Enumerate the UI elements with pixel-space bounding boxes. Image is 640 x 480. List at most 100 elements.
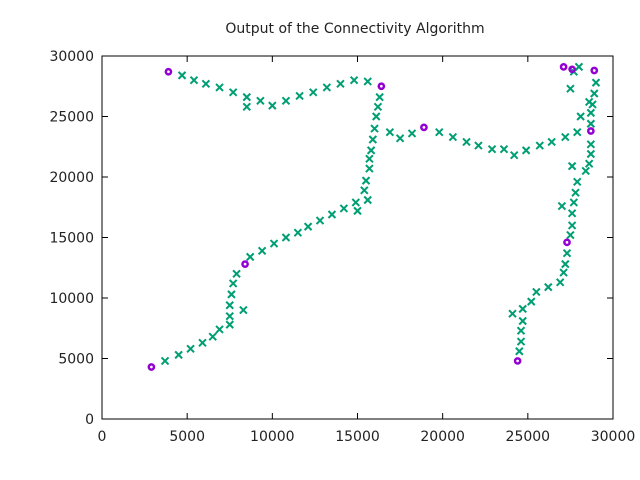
y-tick-label: 10000 [49, 291, 94, 307]
cross-point [586, 119, 596, 128]
cross-point [547, 137, 556, 147]
cross-point [515, 347, 524, 356]
y-tick-label: 30000 [49, 49, 94, 65]
cross-point [269, 239, 279, 248]
cross-point [521, 146, 531, 155]
cross-point [363, 77, 372, 86]
cross-point [527, 297, 536, 306]
cross-point [561, 132, 570, 142]
cross-point [508, 309, 517, 318]
cross-point [535, 141, 544, 150]
cross-point [462, 137, 471, 147]
cross-point [228, 88, 238, 97]
ring-point [513, 357, 522, 365]
cross-point [516, 337, 526, 346]
cross-point [256, 96, 265, 105]
cross-point [198, 338, 207, 347]
cross-point [303, 222, 313, 231]
cross-point [242, 92, 251, 102]
cross-point [365, 164, 374, 173]
cross-point [225, 311, 234, 321]
cross-point [407, 129, 417, 138]
cross-point [189, 75, 199, 85]
cross-point [227, 290, 236, 299]
cross-point [474, 141, 483, 150]
cross-point [208, 332, 217, 341]
ring-point [559, 63, 568, 71]
cross-point [177, 71, 187, 80]
cross-point [518, 316, 527, 326]
cross-point [351, 198, 361, 207]
cross-point [373, 102, 383, 112]
x-tick-label: 10000 [250, 429, 295, 445]
cross-point [268, 101, 277, 110]
cross-point [567, 161, 577, 171]
ring-point [587, 127, 595, 135]
cross-point [584, 159, 594, 168]
cross-point [566, 84, 575, 93]
ring-point [377, 82, 386, 91]
cross-point [242, 102, 251, 112]
cross-point [281, 233, 291, 242]
cross-point [215, 325, 224, 334]
ring-point [590, 66, 599, 75]
cross-point [361, 176, 371, 185]
y-tick-label: 20000 [49, 170, 94, 186]
cross-point [225, 301, 234, 310]
data-points [147, 62, 601, 371]
cross-point [336, 79, 345, 89]
cross-point [322, 83, 332, 92]
cross-point [339, 204, 349, 213]
ring-point [164, 67, 173, 76]
ring-point [241, 260, 249, 268]
cross-point [225, 320, 234, 329]
cross-point [586, 140, 596, 149]
cross-point [228, 279, 238, 288]
y-tick-label: 15000 [49, 231, 94, 247]
cross-point [562, 249, 572, 258]
cross-point [309, 88, 318, 97]
cross-point [487, 144, 497, 154]
cross-point [395, 134, 405, 143]
cross-point [349, 75, 359, 85]
cross-point [365, 154, 374, 164]
cross-point [366, 146, 376, 155]
cross-point [370, 124, 379, 133]
cross-point [532, 287, 541, 297]
cross-point [567, 221, 577, 230]
x-tick-label: 25000 [506, 429, 551, 445]
x-tick-label: 20000 [420, 429, 465, 445]
cross-point [257, 246, 267, 256]
ring-point [563, 238, 571, 247]
ring-point [420, 123, 428, 132]
cross-point [375, 92, 384, 102]
cross-point [509, 151, 519, 160]
cross-point [448, 132, 458, 142]
cross-point [327, 210, 337, 219]
cross-point [363, 195, 372, 205]
chart-title: Output of the Connectivity Algorithm [225, 21, 484, 37]
cross-point [215, 83, 224, 92]
x-tick-label: 30000 [591, 429, 636, 445]
ring-point [147, 363, 156, 371]
ring-point [568, 65, 576, 74]
cross-point [499, 144, 509, 154]
cross-point [573, 128, 582, 137]
cross-point [544, 282, 553, 292]
cross-point [586, 149, 596, 159]
cross-point [557, 201, 567, 211]
cross-point [435, 128, 444, 137]
x-tick-label: 5000 [169, 429, 205, 445]
cross-point [591, 78, 601, 87]
cross-point [559, 268, 568, 277]
cross-point [232, 269, 241, 279]
cross-point [293, 228, 303, 237]
cross-point [368, 135, 378, 144]
axis-ticks: 0 5000 10000 15000 20000 25000 30000 0 5000 10000… [49, 49, 635, 445]
cross-point [566, 230, 575, 240]
cross-point [315, 216, 325, 225]
cross-point [518, 304, 527, 314]
y-tick-label: 25000 [49, 110, 94, 126]
cross-point [174, 350, 183, 360]
